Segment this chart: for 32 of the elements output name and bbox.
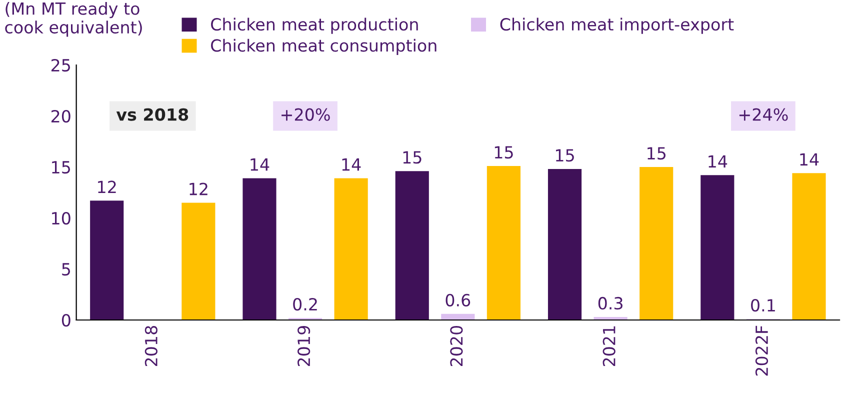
data-label: 14 [250,158,270,171]
legend-label: Chicken meat import-export [500,18,734,34]
data-label: 0.2 [293,298,317,311]
y-tick-label: 15 [52,161,70,174]
x-tick-label: 2022F [755,326,768,376]
data-label: 14 [800,153,819,166]
legend-label: Chicken meat production [211,18,418,34]
data-label: 14 [708,155,728,168]
x-tick-label: 2020 [450,326,463,366]
legend-label: Chicken meat consumption [211,38,436,55]
y-tick-label: 25 [51,58,70,72]
data-label: 12 [98,180,116,194]
x-tick-label: 2019 [298,326,310,366]
data-label: 0.3 [598,296,622,310]
annotation: +24% [739,108,788,121]
data-label: 15 [403,151,422,164]
data-label: 0.6 [446,294,470,306]
annotation: +20% [282,108,330,121]
data-label: 14 [342,158,361,171]
data-label: 12 [190,182,208,196]
y-tick-label: 10 [52,212,70,225]
x-tick-label: 2021 [602,326,616,366]
y-axis-title: (Mn MT ready to cook equivalent) [5,2,142,37]
y-tick-label: 0 [62,314,70,327]
data-label: 15 [556,149,574,162]
data-label: 15 [648,147,666,160]
y-tick-label: 5 [62,263,70,276]
y-tick-label: 20 [51,110,70,123]
x-tick-label: 2018 [144,326,158,366]
data-label: 0.1 [751,298,775,312]
data-label: 15 [494,146,513,159]
annotation: vs 2018 [116,108,188,121]
